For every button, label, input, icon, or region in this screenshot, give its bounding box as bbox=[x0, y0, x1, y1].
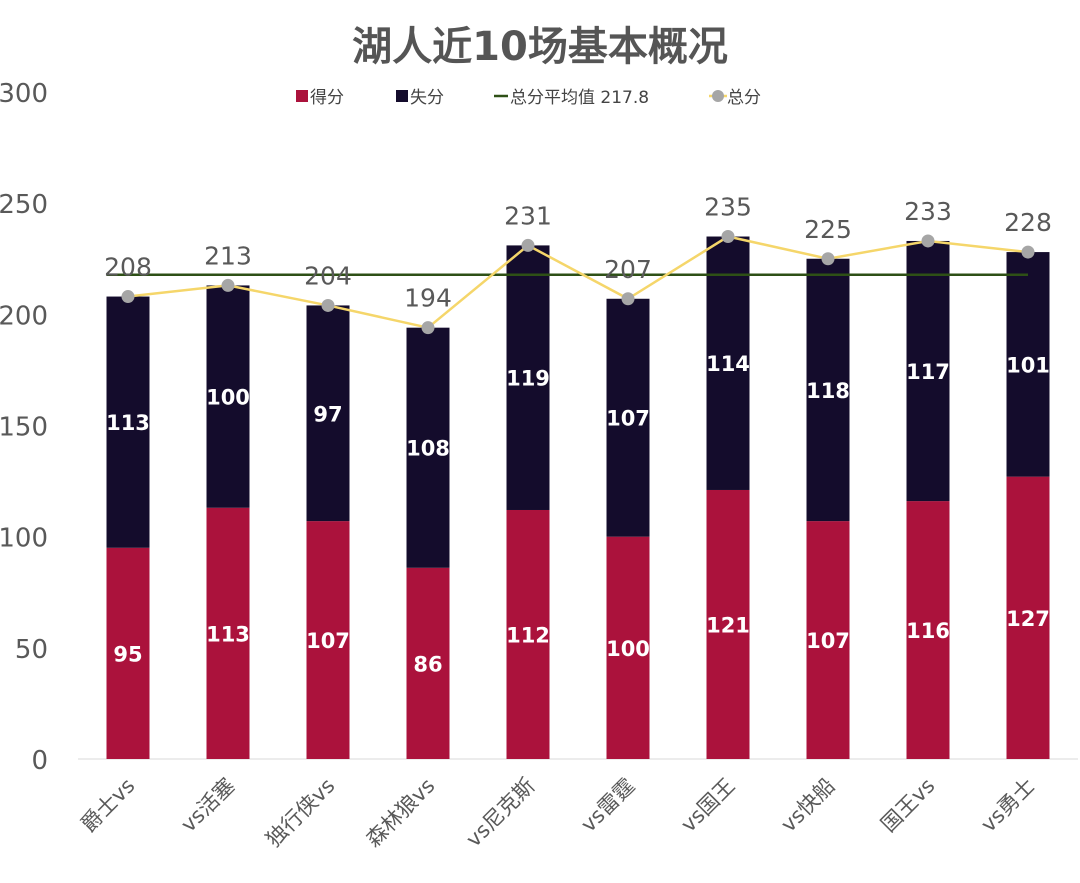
x-tick-label: 独行侠vs bbox=[261, 774, 339, 852]
data-label-allowed: 108 bbox=[406, 437, 450, 461]
data-label-total: 213 bbox=[204, 241, 252, 270]
data-label-allowed: 113 bbox=[106, 411, 150, 435]
bar-score bbox=[206, 507, 250, 759]
total-line bbox=[127, 235, 1029, 330]
y-tick-label: 100 bbox=[0, 524, 48, 554]
y-tick-label: 250 bbox=[0, 190, 48, 220]
data-label-total: 204 bbox=[304, 261, 352, 290]
bar-allowed bbox=[606, 298, 650, 537]
legend-label-total: 总分 bbox=[727, 88, 761, 108]
data-label-allowed: 101 bbox=[1006, 353, 1050, 377]
total-marker bbox=[821, 252, 835, 266]
bar-score bbox=[806, 521, 850, 759]
data-label-score: 116 bbox=[906, 619, 950, 643]
y-axis: 0 50 100 150 200 250 300 bbox=[0, 79, 48, 776]
legend-swatch-score bbox=[296, 90, 308, 102]
data-label-allowed: 100 bbox=[206, 386, 250, 410]
data-label-score: 107 bbox=[806, 629, 850, 653]
total-marker bbox=[221, 278, 235, 292]
legend-swatch-total-marker bbox=[712, 90, 724, 102]
total-marker bbox=[321, 298, 335, 312]
total-marker bbox=[521, 238, 535, 252]
total-marker bbox=[1021, 245, 1035, 259]
data-label-score: 107 bbox=[306, 629, 350, 653]
bar-score bbox=[506, 509, 550, 759]
x-tick-label: vs快船 bbox=[776, 774, 839, 837]
legend-label-allowed: 失分 bbox=[410, 88, 444, 108]
data-label-total: 235 bbox=[704, 193, 752, 222]
y-tick-label: 150 bbox=[0, 413, 48, 443]
y-tick-label: 300 bbox=[0, 79, 48, 109]
x-tick-label: 森林狼vs bbox=[361, 774, 439, 852]
total-marker bbox=[621, 292, 635, 306]
x-tick-label: 国王vs bbox=[876, 774, 939, 837]
bar-allowed bbox=[906, 240, 950, 502]
data-label-allowed: 118 bbox=[806, 379, 850, 403]
legend: 得分 失分 总分平均值 217.8 总分 bbox=[296, 88, 761, 108]
bar-allowed bbox=[406, 327, 450, 568]
total-line-group: 208 213 204 194 231 207 235 225 233 228 bbox=[104, 193, 1052, 335]
data-label-allowed: 114 bbox=[706, 352, 750, 376]
data-label-score: 100 bbox=[606, 637, 650, 661]
data-label-total: 231 bbox=[504, 201, 552, 230]
data-label-allowed: 97 bbox=[313, 402, 342, 426]
x-tick-label: 爵士vs bbox=[76, 774, 139, 837]
x-tick-label: vs尼克斯 bbox=[461, 774, 539, 852]
data-label-total: 228 bbox=[1004, 208, 1052, 237]
total-marker bbox=[421, 321, 435, 335]
total-marker bbox=[121, 290, 135, 304]
data-label-score: 95 bbox=[113, 642, 142, 666]
x-tick-label: vs勇士 bbox=[976, 774, 1039, 837]
data-label-total: 207 bbox=[604, 255, 652, 284]
x-tick-label: vs活塞 bbox=[176, 774, 239, 837]
bar-score bbox=[306, 521, 350, 759]
legend-swatch-allowed bbox=[396, 90, 408, 102]
y-tick-label: 200 bbox=[0, 301, 48, 331]
data-label-score: 112 bbox=[506, 623, 550, 647]
data-label-total: 208 bbox=[104, 253, 152, 282]
bar-allowed bbox=[106, 296, 150, 548]
x-tick-label: vs雷霆 bbox=[576, 774, 639, 837]
bar-allowed bbox=[206, 285, 250, 508]
data-label-score: 113 bbox=[206, 622, 250, 646]
x-tick-label: vs国王 bbox=[676, 774, 739, 837]
data-label-allowed: 117 bbox=[906, 360, 950, 384]
bar-allowed bbox=[506, 245, 550, 510]
total-marker bbox=[921, 234, 935, 248]
data-label-total: 233 bbox=[904, 197, 952, 226]
bar-score bbox=[106, 547, 150, 759]
bar-score bbox=[606, 536, 650, 759]
data-label-total: 194 bbox=[404, 284, 452, 313]
bar-labels: 95 113 113 100 107 97 86 108 112 119 100 107 121 114 1… bbox=[106, 352, 1050, 676]
bar-allowed bbox=[1006, 252, 1050, 477]
bar-score bbox=[706, 489, 750, 759]
bar-score bbox=[1006, 476, 1050, 759]
bar-allowed bbox=[306, 305, 350, 522]
data-label-score: 86 bbox=[413, 652, 442, 676]
data-label-total: 225 bbox=[804, 215, 852, 244]
bar-score bbox=[906, 501, 950, 759]
y-tick-label: 0 bbox=[31, 746, 48, 776]
legend-label-average: 总分平均值 217.8 bbox=[510, 88, 649, 108]
bar-allowed bbox=[806, 258, 850, 522]
bars bbox=[106, 236, 1050, 759]
data-label-score: 127 bbox=[1006, 607, 1050, 631]
bar-score bbox=[406, 567, 450, 759]
chart-title: 湖人近10场基本概况 bbox=[352, 24, 728, 70]
legend-label-score: 得分 bbox=[310, 88, 344, 108]
x-axis: 爵士vs vs活塞 独行侠vs 森林狼vs vs尼克斯 vs雷霆 vs国王 vs快船 国王vs v… bbox=[76, 774, 1039, 852]
data-label-allowed: 107 bbox=[606, 407, 650, 431]
data-label-score: 121 bbox=[706, 613, 750, 637]
bar-allowed bbox=[706, 236, 750, 490]
data-label-allowed: 119 bbox=[506, 367, 550, 391]
y-tick-label: 50 bbox=[15, 635, 48, 665]
total-marker bbox=[721, 230, 735, 244]
